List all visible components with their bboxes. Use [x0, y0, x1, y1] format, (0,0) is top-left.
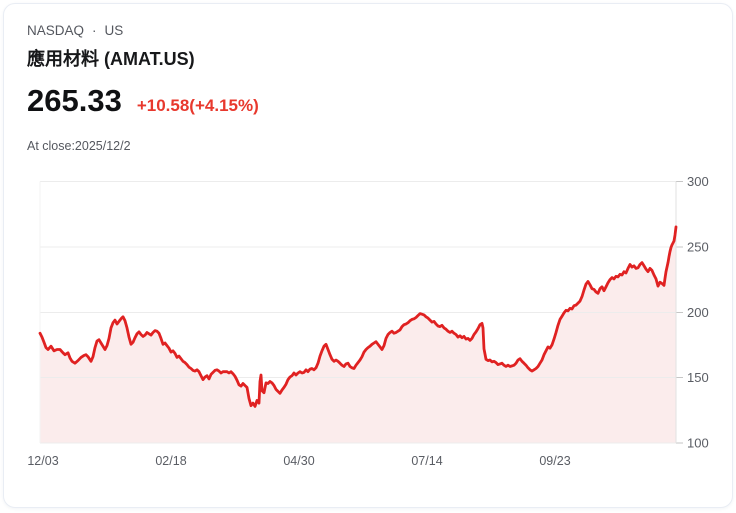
y-axis-label: 100	[687, 436, 709, 451]
y-axis-label: 150	[687, 370, 709, 385]
price-line	[38, 225, 678, 408]
x-axis-label: 12/03	[27, 454, 58, 468]
x-axis-label: 09/23	[539, 454, 570, 468]
x-axis-label: 07/14	[411, 454, 442, 468]
exchange-label: NASDAQ	[27, 23, 85, 38]
price-change: +10.58(+4.15%)	[136, 96, 259, 115]
exchange-row: NASDAQ · US	[27, 23, 123, 38]
separator-dot: ·	[92, 23, 97, 38]
region-label: US	[104, 23, 124, 38]
price-row: 265.33 +10.58(+4.15%)	[27, 83, 259, 119]
x-axis-label: 04/30	[283, 454, 314, 468]
y-axis-label: 250	[687, 239, 709, 254]
as-of-timestamp: At close:2025/12/2	[27, 139, 131, 153]
last-price: 265.33	[27, 83, 122, 118]
price-area-fill	[40, 226, 676, 443]
y-axis-label: 200	[687, 305, 709, 320]
stock-title: 應用材料 (AMAT.US)	[27, 49, 195, 69]
y-axis-label: 300	[687, 174, 709, 189]
x-axis-label: 02/18	[155, 454, 186, 468]
